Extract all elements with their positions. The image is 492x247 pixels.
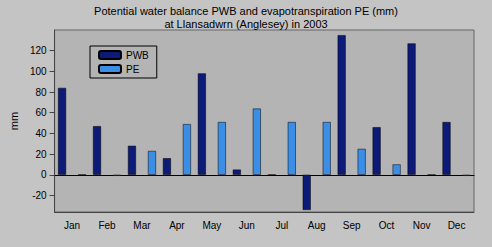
svg-text:PE: PE	[126, 64, 140, 75]
svg-text:PWB: PWB	[126, 50, 149, 61]
svg-text:80: 80	[35, 87, 47, 98]
svg-text:Feb: Feb	[98, 220, 116, 231]
svg-text:Mar: Mar	[133, 220, 151, 231]
svg-text:Sep: Sep	[343, 220, 361, 231]
svg-text:Aug: Aug	[308, 220, 326, 231]
svg-text:Potential water balance PWB an: Potential water balance PWB and evapotra…	[94, 5, 398, 17]
svg-text:Dec: Dec	[448, 220, 466, 231]
svg-text:100: 100	[30, 66, 47, 77]
svg-text:-20: -20	[32, 190, 47, 201]
svg-text:0: 0	[41, 169, 47, 180]
svg-text:Oct: Oct	[379, 220, 395, 231]
svg-text:Apr: Apr	[169, 220, 185, 231]
svg-text:Nov: Nov	[413, 220, 431, 231]
svg-text:60: 60	[35, 107, 47, 118]
svg-text:120: 120	[30, 45, 47, 56]
svg-text:Jul: Jul	[275, 220, 288, 231]
svg-text:Jan: Jan	[64, 220, 80, 231]
svg-text:40: 40	[35, 128, 47, 139]
svg-text:Jun: Jun	[239, 220, 255, 231]
svg-text:mm: mm	[8, 112, 20, 130]
svg-text:20: 20	[35, 149, 47, 160]
svg-text:May: May	[202, 220, 221, 231]
svg-text:at Llansadwrn (Anglesey) in 20: at Llansadwrn (Anglesey) in 2003	[164, 18, 327, 30]
